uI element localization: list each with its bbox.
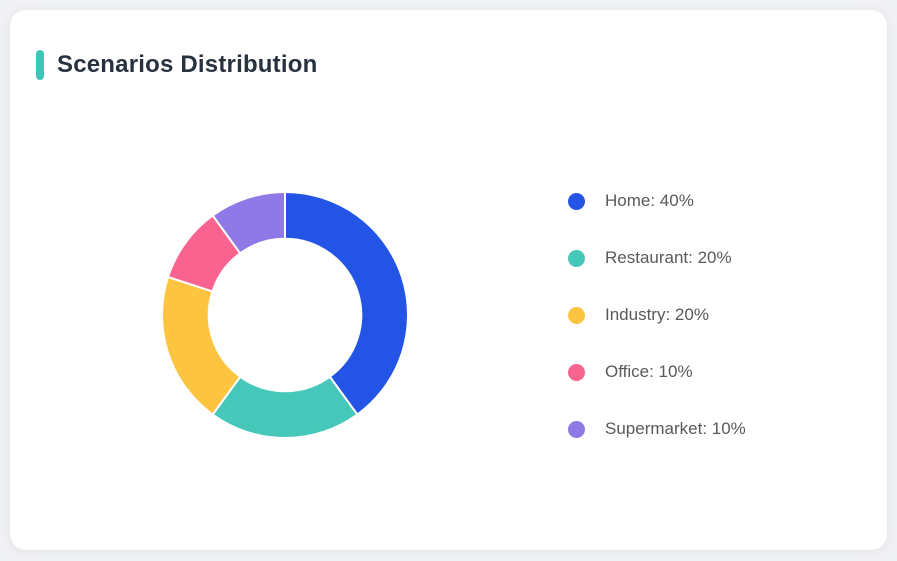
legend-dot-restaurant-icon	[568, 249, 585, 267]
legend-label-supermarket: Supermarket: 10%	[605, 419, 746, 438]
card-title: Scenarios Distribution	[57, 51, 318, 78]
card-header: Scenarios Distribution	[36, 50, 317, 80]
title-accent-bar	[36, 50, 44, 80]
pie-slice-supermarket[interactable]	[211, 191, 286, 255]
legend-dot-supermarket-icon	[568, 420, 585, 438]
legend-dot-industry-icon	[568, 306, 585, 324]
chart-legend: Home: 40% Restaurant: 20% Industry: 20% …	[568, 190, 746, 440]
pie-slice-home[interactable]	[284, 191, 409, 416]
legend-item-supermarket[interactable]: Supermarket: 10%	[568, 418, 746, 440]
legend-dot-office-icon	[568, 363, 585, 381]
legend-label-industry: Industry: 20%	[605, 305, 709, 324]
legend-item-restaurant[interactable]: Restaurant: 20%	[568, 247, 746, 269]
legend-label-office: Office: 10%	[605, 362, 693, 381]
legend-item-office[interactable]: Office: 10%	[568, 361, 746, 383]
legend-item-home[interactable]: Home: 40%	[568, 190, 746, 212]
legend-label-restaurant: Restaurant: 20%	[605, 248, 732, 267]
legend-label-home: Home: 40%	[605, 191, 694, 210]
donut-chart[interactable]	[160, 190, 410, 440]
legend-dot-home-icon	[568, 192, 585, 210]
scenarios-distribution-card: Scenarios Distribution Home: 40% Restaur…	[10, 10, 887, 550]
pie-slice-industry[interactable]	[161, 275, 242, 416]
legend-item-industry[interactable]: Industry: 20%	[568, 304, 746, 326]
